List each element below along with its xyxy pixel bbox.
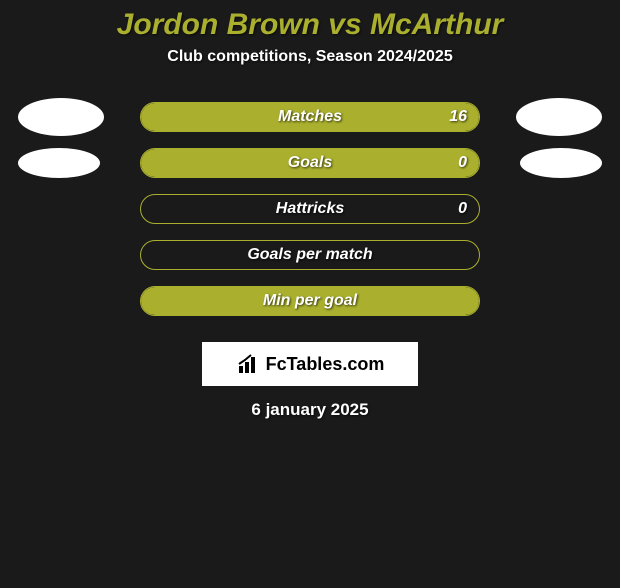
stat-right-value: 0 — [458, 200, 467, 218]
stat-row-goals-per-match: Goals per match — [0, 232, 620, 278]
stats-area: Matches 16 Goals 0 Hattricks 0 Goal — [0, 94, 620, 324]
player-photo-left — [18, 98, 104, 136]
brand-text: FcTables.com — [266, 354, 385, 375]
stat-bar: Hattricks 0 — [140, 194, 480, 224]
brand-chart-icon — [236, 352, 260, 376]
stat-row-hattricks: Hattricks 0 — [0, 186, 620, 232]
stat-label: Goals — [288, 154, 332, 172]
player-photo-left — [18, 148, 100, 178]
stat-label: Min per goal — [263, 292, 357, 310]
page-title: Jordon Brown vs McArthur — [0, 8, 620, 42]
subtitle: Club competitions, Season 2024/2025 — [0, 48, 620, 66]
player-photo-right — [520, 148, 602, 178]
stat-label: Matches — [278, 108, 342, 126]
footer-date: 6 january 2025 — [0, 400, 620, 420]
stat-bar: Min per goal — [140, 286, 480, 316]
stat-right-value: 16 — [449, 108, 467, 126]
stat-bar: Goals per match — [140, 240, 480, 270]
stat-bar: Goals 0 — [140, 148, 480, 178]
stat-row-goals: Goals 0 — [0, 140, 620, 186]
stat-right-value: 0 — [458, 154, 467, 172]
stat-bar: Matches 16 — [140, 102, 480, 132]
stat-label: Goals per match — [247, 246, 372, 264]
stat-row-matches: Matches 16 — [0, 94, 620, 140]
player-photo-right — [516, 98, 602, 136]
stat-label: Hattricks — [276, 200, 344, 218]
stat-row-min-per-goal: Min per goal — [0, 278, 620, 324]
brand-box[interactable]: FcTables.com — [202, 342, 418, 386]
